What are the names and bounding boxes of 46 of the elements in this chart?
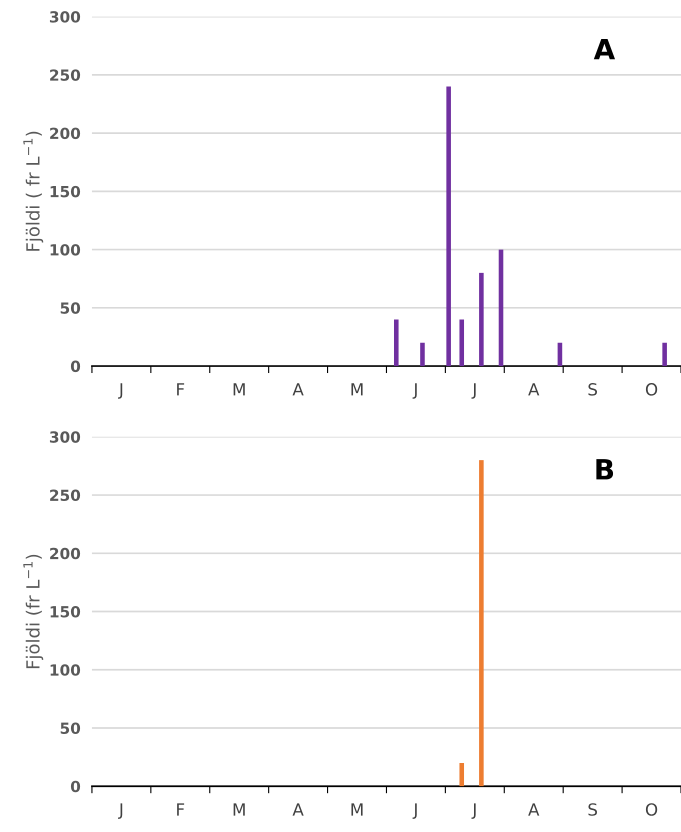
x-tick-label: M: [351, 803, 363, 816]
x-tick-label: J: [472, 803, 476, 819]
y-tick-label: 300: [50, 11, 80, 23]
y-tick-label: 100: [50, 664, 80, 676]
y-tick-label: 0: [70, 360, 80, 372]
y-tick-label: 150: [50, 606, 80, 618]
bar: [558, 342, 562, 366]
annotation: A: [594, 38, 616, 60]
y-tick-label: 0: [70, 780, 80, 792]
x-tick-label: M: [234, 803, 245, 816]
bar: [446, 86, 451, 366]
x-tick-label: J: [412, 803, 417, 819]
bar: [498, 250, 504, 366]
y-axis-title: Fjöldi ( fr L$^{−1}$): [23, 132, 44, 251]
x-tick-label: M: [234, 383, 245, 396]
x-tick-label: A: [528, 383, 540, 396]
bar: [662, 342, 667, 366]
y-tick-label: 250: [50, 69, 80, 81]
x-tick-label: F: [177, 383, 184, 396]
x-tick-label: J: [472, 383, 476, 399]
y-tick-label: 300: [50, 431, 80, 443]
bar: [479, 272, 484, 366]
x-tick-label: M: [351, 383, 363, 396]
annotation: B: [596, 459, 614, 480]
y-tick-label: 50: [60, 722, 80, 734]
x-tick-label: A: [528, 803, 540, 816]
y-tick-label: 50: [60, 302, 80, 314]
y-tick-label: 250: [50, 490, 80, 502]
x-tick-label: S: [588, 383, 597, 396]
y-tick-label: 200: [50, 548, 80, 560]
y-tick-label: 100: [50, 244, 80, 256]
bar: [394, 319, 399, 366]
x-tick-label: O: [646, 803, 658, 816]
x-tick-label: F: [177, 803, 184, 816]
y-tick-label: 150: [50, 186, 80, 198]
x-tick-label: A: [292, 383, 304, 396]
x-tick-label: A: [292, 803, 304, 816]
x-tick-label: O: [646, 383, 658, 396]
x-tick-label: J: [118, 383, 122, 399]
x-tick-label: J: [118, 803, 122, 819]
x-tick-label: J: [412, 383, 417, 399]
bar: [459, 319, 464, 366]
x-tick-label: S: [588, 803, 597, 816]
bar: [420, 342, 425, 366]
y-axis-title: Fjöldi (fr L$^{−1}$): [23, 554, 44, 668]
y-tick-label: 200: [50, 128, 80, 140]
